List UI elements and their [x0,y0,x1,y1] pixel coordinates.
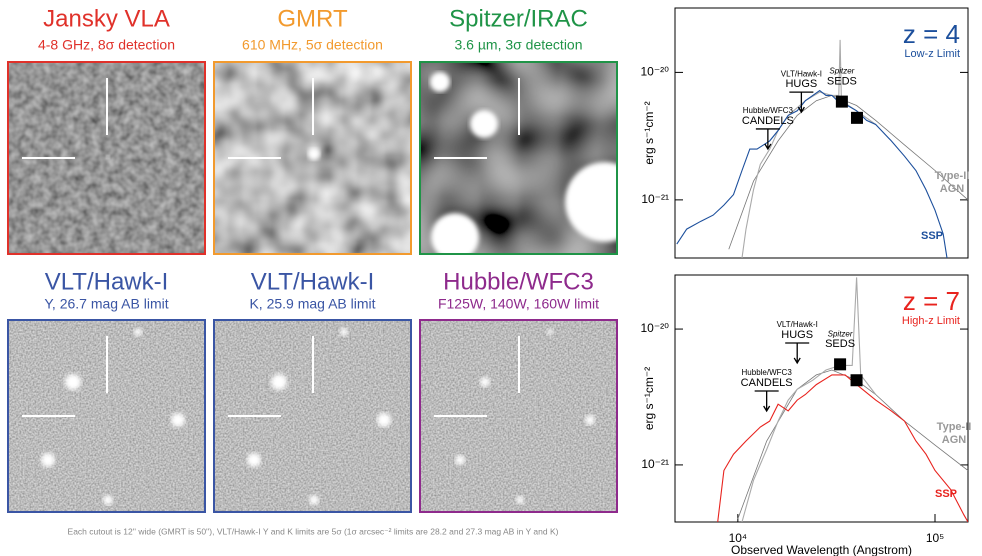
source-blob [565,162,617,242]
cutout-frame [419,319,618,513]
cutout-title: VLT/Hawk-I [251,268,375,295]
chart-subtitle: High-z Limit [902,315,960,327]
spectrum-line [676,89,948,258]
cutout-subtitle: Y, 26.7 mag AB limit [44,296,168,312]
source-blob [271,374,287,390]
plot-frame [674,7,969,259]
source-blob [308,148,320,160]
photometry-point [834,358,847,371]
spectrum-line [717,374,968,522]
cutout-image [420,320,617,512]
caption: Each cutout is 12'' wide (GMRT is 50''),… [68,526,559,536]
survey-label: HUGS [781,329,813,341]
source-blob [547,329,553,335]
upper-limit [789,91,814,114]
cutout-frame [213,319,412,513]
cutout-subtitle: 610 MHz, 5σ detection [242,37,383,53]
series-label: Type-II AGN [935,170,970,195]
plot-area [717,277,968,522]
cutout-frame [7,61,206,255]
survey-label: HUGS [785,78,817,90]
source-blob [65,374,81,390]
cutout-frame [7,319,206,513]
instrument-label: Hubble/WFC3 [742,368,793,377]
plot-frame [674,274,969,523]
y-tick-label: 10⁻²⁰ [641,321,670,335]
y-tick-label: 10⁻²¹ [641,457,669,471]
source-blob [247,453,261,467]
cutout-title: VLT/Hawk-I [45,268,169,295]
chart-subtitle: Low-z Limit [904,48,960,60]
photometry-point [850,374,863,387]
upper-limit [754,390,779,413]
cutout-title: GMRT [277,5,348,32]
cutout-subtitle: F125W, 140W, 160W limit [438,296,599,312]
source-blob [340,328,348,336]
source-blob [516,496,524,504]
photometry-point [850,111,863,124]
instrument-label: VLT/Hawk-I [781,69,822,78]
source-blob [309,495,319,505]
series-label: SSP [921,230,943,242]
chart-title: z = 4 [903,19,960,49]
survey-label: SEDS [827,76,857,88]
survey-label: CANDELS [741,377,793,389]
survey-label: SEDS [825,338,855,350]
source-blob [41,453,55,467]
x-tick-label: 10⁴ [729,531,748,545]
source-blob [431,213,479,254]
source-blob [585,415,595,425]
cutout-title: Hubble/WFC3 [443,268,594,295]
upper-limit [785,342,810,365]
instrument-label: Spitzer [828,329,853,338]
spectrum-line [741,277,877,522]
x-tick-label: 10⁵ [926,531,944,545]
y-axis-label: erg s⁻¹cm⁻² [642,101,656,164]
instrument-label: VLT/Hawk-I [777,320,818,329]
source-blob [480,377,490,387]
plot-area [676,39,968,258]
y-tick-label: 10⁻²⁰ [641,65,670,79]
cutout-subtitle: 3.6 µm, 3σ detection [455,37,583,53]
cutout-subtitle: 4-8 GHz, 8σ detection [38,37,175,53]
cutout-title: Spitzer/IRAC [449,5,588,32]
cutout-frame [419,61,618,255]
source-blob [430,72,450,92]
cutout-image [420,62,617,254]
instrument-label: Spitzer [829,67,854,76]
cutout-subtitle: K, 25.9 mag AB limit [249,296,375,312]
instrument-label: Hubble/WFC3 [743,106,794,115]
cutout-image [8,62,205,254]
chart-title: z = 7 [903,286,960,316]
series-label: Type-II AGN [937,421,972,446]
photometry-point [835,95,848,108]
series-label: SSP [935,488,957,500]
cutout-image [8,320,205,512]
source-blob [455,455,465,465]
source-blob [134,328,142,336]
source-blob [103,495,113,505]
cutout-image [214,320,411,512]
cutout-image [214,62,411,254]
source-blob [106,155,110,159]
y-tick-label: 10⁻²¹ [641,192,669,206]
x-axis-label: Observed Wavelength (Angstrom) [731,543,912,556]
source-blob [470,110,498,138]
y-axis-label: erg s⁻¹cm⁻² [642,367,656,430]
source-blob [171,413,185,427]
source-blob [377,413,391,427]
cutout-frame [213,61,412,255]
upper-limit [755,128,780,151]
cutout-title: Jansky VLA [43,5,170,32]
survey-label: CANDELS [742,115,794,127]
